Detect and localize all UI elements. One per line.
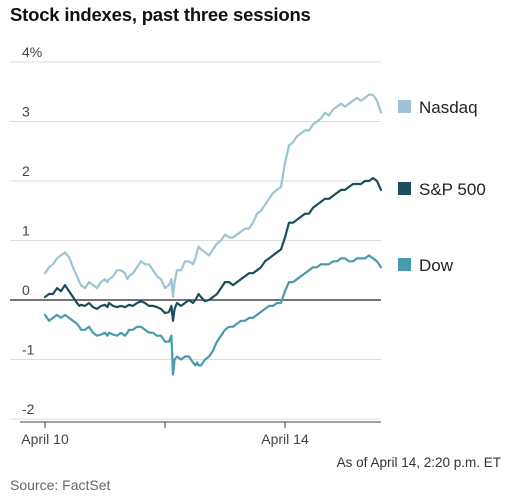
y-tick-label: -2 <box>22 401 35 417</box>
series-line-s-p-500 <box>43 176 383 322</box>
timestamp-note: As of April 14, 2:20 p.m. ET <box>336 455 501 470</box>
y-tick-label: -1 <box>22 342 35 358</box>
source-note: Source: FactSet <box>10 477 111 493</box>
legend: Nasdaq S&P 500 Dow <box>398 98 486 275</box>
x-tick-label: April 14 <box>261 431 309 447</box>
legend-swatch <box>398 258 411 271</box>
y-tick-label: 2 <box>22 163 30 179</box>
x-axis: April 10 April 14 <box>20 421 381 447</box>
legend-swatch <box>398 182 411 195</box>
y-tick-label: 1 <box>22 223 30 239</box>
y-tick-label: 0 <box>22 282 30 298</box>
series-lines <box>43 93 383 376</box>
legend-label: Nasdaq <box>419 98 478 117</box>
y-tick-label: 3 <box>22 104 30 120</box>
y-axis-tick-labels: 4% 3 2 1 0 -1 -2 <box>22 44 42 417</box>
chart-title: Stock indexes, past three sessions <box>10 4 311 25</box>
series-line-dow <box>43 254 383 376</box>
x-tick-label: April 10 <box>21 431 69 447</box>
legend-label: Dow <box>419 256 454 275</box>
legend-swatch <box>398 100 411 113</box>
series-line-nasdaq <box>43 93 383 299</box>
legend-label: S&P 500 <box>419 180 486 199</box>
y-tick-label: 4% <box>22 44 42 60</box>
